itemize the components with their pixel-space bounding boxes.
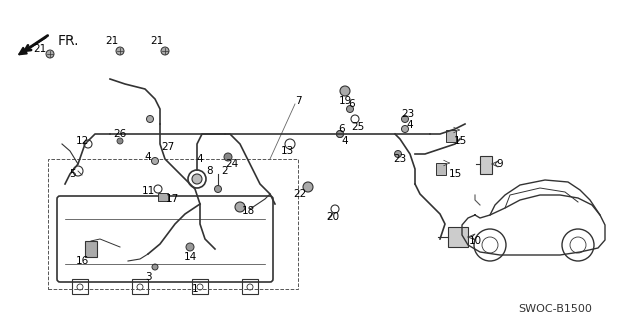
Text: 13: 13 [280, 146, 294, 156]
Text: 2: 2 [221, 166, 228, 176]
Text: 26: 26 [113, 129, 127, 139]
Text: 22: 22 [293, 189, 307, 199]
Text: 15: 15 [449, 169, 461, 179]
Text: 23: 23 [394, 154, 406, 164]
Text: 6: 6 [339, 124, 346, 134]
Bar [480, 156, 492, 174]
Text: 23: 23 [401, 109, 415, 119]
Text: 14: 14 [184, 252, 196, 262]
Circle shape [340, 86, 350, 96]
Text: 21: 21 [106, 36, 118, 46]
Circle shape [117, 138, 123, 144]
Circle shape [46, 50, 54, 58]
Text: 16: 16 [76, 256, 88, 266]
Text: SWOC-B1500: SWOC-B1500 [518, 304, 592, 314]
Text: 7: 7 [294, 96, 301, 106]
Circle shape [337, 130, 344, 137]
Text: 3: 3 [145, 272, 151, 282]
Text: 20: 20 [326, 212, 340, 222]
Bar [132, 279, 148, 294]
Circle shape [214, 186, 221, 192]
Text: 4: 4 [145, 152, 151, 162]
Text: 25: 25 [351, 122, 365, 132]
Text: 27: 27 [161, 142, 175, 152]
Bar [448, 227, 468, 247]
Circle shape [186, 243, 194, 251]
Circle shape [235, 202, 245, 212]
Text: 9: 9 [497, 159, 503, 169]
Text: 10: 10 [468, 236, 481, 246]
Circle shape [303, 182, 313, 192]
Bar [436, 163, 446, 175]
Circle shape [401, 125, 408, 132]
Bar [446, 130, 456, 142]
Circle shape [346, 106, 353, 113]
Text: 4: 4 [196, 154, 204, 164]
Text: 21: 21 [33, 44, 47, 54]
Bar [85, 241, 97, 257]
Circle shape [147, 115, 154, 122]
Circle shape [394, 151, 401, 158]
Text: FR.: FR. [58, 34, 79, 48]
Circle shape [152, 264, 158, 270]
Circle shape [401, 115, 408, 122]
Text: 5: 5 [70, 169, 76, 179]
Circle shape [152, 158, 159, 165]
Text: 12: 12 [76, 136, 88, 146]
Text: 6: 6 [349, 99, 355, 109]
Text: 18: 18 [241, 206, 255, 216]
Circle shape [161, 47, 169, 55]
Circle shape [116, 47, 124, 55]
Text: 11: 11 [141, 186, 155, 196]
Circle shape [224, 153, 232, 161]
Text: 4: 4 [406, 120, 413, 130]
Text: 4: 4 [342, 136, 348, 146]
Circle shape [192, 174, 202, 184]
Text: 24: 24 [225, 159, 239, 169]
Text: 17: 17 [165, 194, 179, 204]
Text: 8: 8 [207, 166, 213, 176]
Bar [48, 159, 298, 289]
Text: 1: 1 [192, 284, 198, 294]
Circle shape [337, 130, 344, 137]
Bar [158, 193, 168, 201]
Text: 15: 15 [453, 136, 467, 146]
Bar [72, 279, 88, 294]
Text: 21: 21 [150, 36, 164, 46]
Bar [242, 279, 258, 294]
Text: 19: 19 [339, 96, 351, 106]
Bar [192, 279, 208, 294]
